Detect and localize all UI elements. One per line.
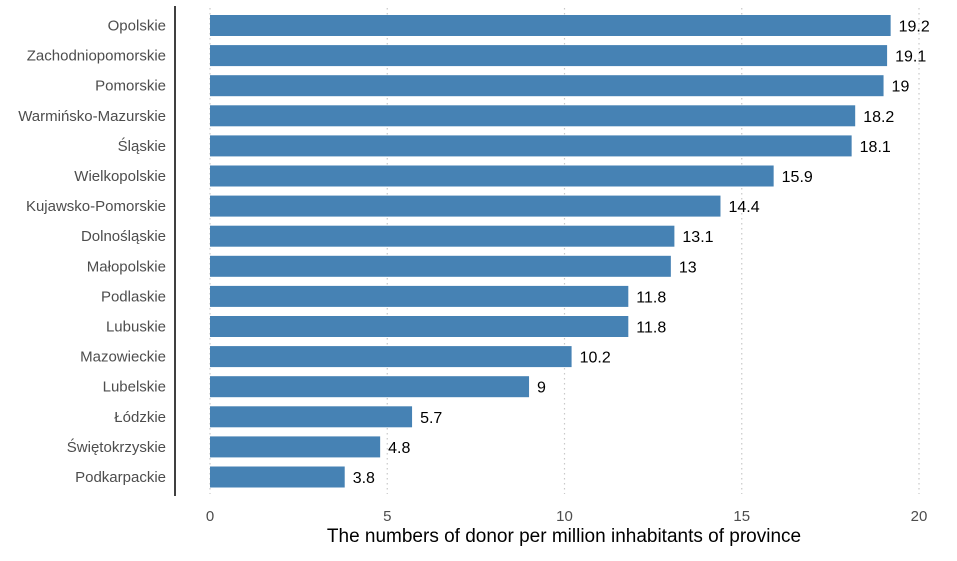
bar <box>210 406 413 428</box>
x-tick-label: 0 <box>206 508 214 525</box>
category-label: Łódzkie <box>114 409 166 426</box>
bar <box>210 285 629 307</box>
value-labels: 19.2 19.1 19 18.2 18.1 15.9 14.4 13.1 13 11.8 11.8… <box>353 19 930 488</box>
category-label: Małopolskie <box>87 258 166 275</box>
category-label: Pomorskie <box>95 78 166 95</box>
data-label: 3.8 <box>353 470 375 487</box>
category-label: Dolnośląskie <box>81 228 166 245</box>
data-label: 4.8 <box>388 440 410 457</box>
category-label: Mazowieckie <box>80 349 166 366</box>
bar <box>210 436 381 458</box>
bar <box>210 135 852 157</box>
bar <box>210 45 888 67</box>
data-label: 18.2 <box>863 109 894 126</box>
x-tick-label: 15 <box>733 508 750 525</box>
data-label: 10.2 <box>580 350 611 367</box>
bar <box>210 15 891 36</box>
category-label: Lubuskie <box>106 319 166 336</box>
x-tick-label: 5 <box>383 508 391 525</box>
bar <box>210 225 675 247</box>
category-label: Podkarpackie <box>75 469 166 486</box>
category-label: Śląskie <box>118 137 166 155</box>
category-label: Lubelskie <box>103 379 166 396</box>
category-label: Zachodniopomorskie <box>27 48 166 65</box>
data-label: 15.9 <box>782 169 813 186</box>
category-label: Opolskie <box>108 18 166 35</box>
category-label: Kujawsko-Pomorskie <box>26 198 166 215</box>
bar <box>210 316 629 337</box>
x-tick-label: 10 <box>556 508 573 525</box>
category-label: Świętokrzyskie <box>67 438 166 456</box>
x-tick-label: 20 <box>911 508 928 525</box>
data-label: 19.1 <box>895 49 926 66</box>
data-label: 11.8 <box>636 289 666 306</box>
data-label: 5.7 <box>420 410 442 427</box>
data-label: 14.4 <box>728 199 759 216</box>
data-label: 11.8 <box>636 320 666 337</box>
bar <box>210 255 671 277</box>
bars <box>210 15 891 488</box>
bar <box>210 165 774 187</box>
bar <box>210 75 884 97</box>
data-label: 19.2 <box>899 19 930 36</box>
data-label: 13.1 <box>682 229 713 246</box>
bar <box>210 195 721 217</box>
data-label: 19 <box>892 79 910 96</box>
category-label: Podlaskie <box>101 288 166 305</box>
bar <box>210 105 856 127</box>
bar <box>210 466 345 488</box>
x-axis-ticks: 0 5 10 15 20 <box>206 508 928 525</box>
data-label: 18.1 <box>860 139 891 156</box>
bar <box>210 376 530 398</box>
data-label: 9 <box>537 380 546 397</box>
category-labels: Opolskie Zachodniopomorskie Pomorskie Warmi… <box>18 18 166 487</box>
category-label: Wielkopolskie <box>74 168 166 185</box>
category-label: Warmińsko-Mazurskie <box>18 108 166 125</box>
bar <box>210 346 572 368</box>
x-axis-title: The numbers of donor per million inhabit… <box>327 526 801 547</box>
data-label: 13 <box>679 259 697 276</box>
